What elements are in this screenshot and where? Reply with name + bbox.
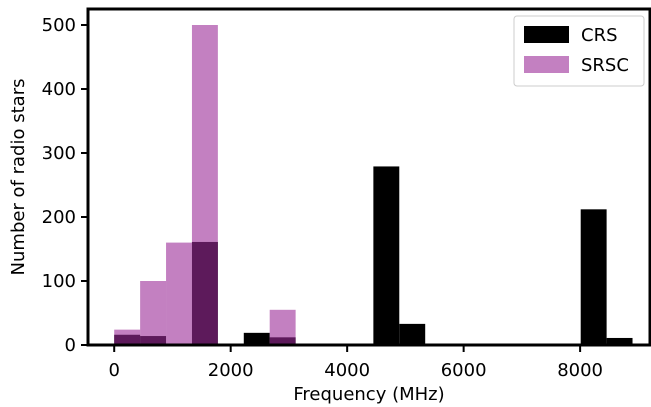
- bar-srsc-2: [166, 242, 192, 345]
- y-tick-label: 300: [42, 143, 76, 164]
- legend-label-srsc: SRSC: [581, 55, 629, 76]
- y-tick-label: 500: [42, 15, 76, 36]
- bar-crs-10: [373, 166, 400, 345]
- bar-crs-19: [606, 337, 633, 345]
- y-tick-label: 100: [42, 271, 76, 292]
- x-tick-label: 2000: [208, 360, 254, 381]
- x-tick-label: 6000: [441, 360, 487, 381]
- bar-srsc-1: [140, 281, 167, 345]
- y-axis-title: Number of radio stars: [8, 79, 29, 276]
- y-tick-label: 0: [65, 335, 76, 356]
- bar-crs-18: [580, 209, 607, 345]
- bar-srsc-3: [191, 25, 218, 345]
- legend-swatch-crs: [524, 26, 569, 43]
- y-tick-label: 200: [42, 207, 76, 228]
- axes-frame: [86, 7, 651, 347]
- x-tick-label: 8000: [557, 360, 603, 381]
- legend: CRS SRSC: [513, 15, 645, 87]
- y-tick-label: 400: [42, 79, 76, 100]
- legend-label-crs: CRS: [581, 25, 618, 46]
- bars-layer: [114, 25, 633, 345]
- bar-crs-11: [399, 323, 426, 345]
- bar-crs-5: [243, 332, 270, 345]
- bar-srsc-0: [114, 329, 141, 345]
- x-tick-label: 4000: [324, 360, 370, 381]
- x-tick-label: 0: [108, 360, 119, 381]
- bar-srsc-6: [269, 309, 296, 345]
- legend-swatch-srsc: [524, 56, 569, 73]
- x-axis: 0 2000 4000 6000 8000: [108, 345, 603, 381]
- x-axis-title: Frequency (MHz): [293, 384, 444, 405]
- y-axis: 0 100 200 300 400 500: [42, 15, 88, 356]
